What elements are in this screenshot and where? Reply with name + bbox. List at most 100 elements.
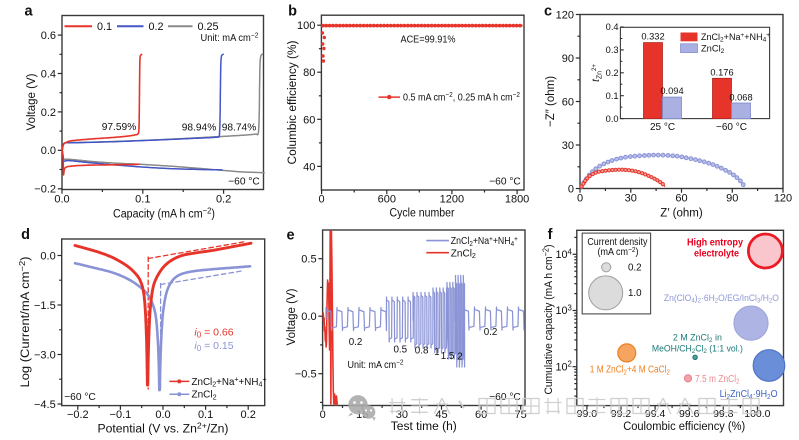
svg-text:0.2: 0.2 [349, 337, 363, 348]
svg-text:0: 0 [319, 194, 325, 206]
svg-text:ZnCl2+Na++NH4+: ZnCl2+Na++NH4+ [701, 32, 770, 44]
svg-text:−0.1: −0.1 [110, 409, 132, 421]
svg-text:0.4: 0.4 [41, 68, 56, 80]
svg-text:2 M ZnCl2 in: 2 M ZnCl2 in [673, 331, 722, 344]
svg-text:d: d [21, 227, 30, 243]
svg-text:−3.0: −3.0 [34, 349, 56, 361]
svg-text:97.59%: 97.59% [102, 122, 137, 133]
svg-text:0: 0 [577, 193, 583, 205]
svg-text:30: 30 [396, 409, 408, 421]
svg-text:0.0: 0.0 [606, 114, 619, 124]
svg-text:99.8: 99.8 [713, 408, 734, 420]
svg-text:60: 60 [303, 114, 315, 126]
svg-text:60: 60 [475, 409, 487, 421]
svg-text:30: 30 [625, 193, 637, 205]
svg-text:−0.2: −0.2 [67, 409, 89, 421]
svg-text:ZnCl2+Na++NH4+: ZnCl2+Na++NH4+ [451, 234, 518, 248]
svg-text:0.094: 0.094 [660, 86, 683, 96]
svg-text:i0 = 0.66: i0 = 0.66 [194, 327, 233, 340]
svg-text:ACE=99.91%: ACE=99.91% [401, 35, 456, 46]
svg-text:0.0: 0.0 [41, 145, 56, 157]
svg-text:−60 °C: −60 °C [64, 392, 96, 403]
svg-text:104: 104 [555, 247, 572, 261]
svg-text:Potential (V vs. Zn2+/Zn): Potential (V vs. Zn 2+/Zn) [98, 421, 229, 436]
svg-text:1.5: 1.5 [441, 351, 455, 362]
svg-text:MeOH/CH2Cl2 (1:1 vol.): MeOH/CH2Cl2 (1:1 vol.) [652, 343, 743, 356]
svg-text:2: 2 [457, 352, 462, 363]
svg-text:98.74%: 98.74% [222, 123, 257, 134]
svg-text:Unit: mA cm−2: Unit: mA cm−2 [348, 358, 404, 371]
svg-text:Voltage (V): Voltage (V) [26, 73, 38, 130]
svg-text:−0.5: −0.5 [295, 369, 317, 381]
svg-text:99.0: 99.0 [577, 408, 598, 420]
svg-text:60: 60 [675, 193, 687, 205]
svg-text:0.5 mA cm−2, 0.25 mA h cm−2: 0.5 mA cm−2, 0.25 mA h cm−2 [403, 90, 520, 103]
svg-text:45: 45 [435, 409, 447, 421]
svg-text:103: 103 [555, 304, 571, 318]
svg-text:ZnCl2: ZnCl2 [192, 390, 217, 402]
svg-text:30: 30 [562, 140, 574, 152]
svg-text:40: 40 [303, 161, 315, 173]
svg-text:0.0: 0.0 [54, 194, 69, 206]
svg-text:0.5: 0.5 [393, 345, 407, 356]
svg-text:Zn(ClO4)2·6H2O/EG/InCl3/H2O: Zn(ClO4)2·6H2O/EG/InCl3/H2O [664, 292, 779, 305]
svg-text:Capacity (mA h cm−2): Capacity (mA h cm−2) [113, 206, 215, 221]
svg-text:Li2ZnCl4·9H2O: Li2ZnCl4·9H2O [720, 389, 778, 401]
svg-text:0.1: 0.1 [198, 409, 213, 421]
svg-text:1.0: 1.0 [628, 288, 642, 299]
svg-text:Test time (h): Test time (h) [391, 421, 457, 433]
svg-text:Coulombic efficiency (%): Coulombic efficiency (%) [623, 421, 745, 433]
svg-text:−4.5: −4.5 [34, 399, 56, 411]
svg-text:0.0: 0.0 [155, 409, 170, 421]
svg-text:102: 102 [555, 360, 571, 374]
svg-text:Cumulative capacity (mA h cm−2: Cumulative capacity (mA h cm−2) [541, 244, 555, 394]
svg-text:80: 80 [303, 67, 315, 79]
svg-text:Z′ (ohm): Z′ (ohm) [660, 208, 703, 220]
svg-text:0.1: 0.1 [97, 21, 112, 33]
svg-text:−0.2: −0.2 [34, 184, 56, 196]
svg-text:i0 = 0.15: i0 = 0.15 [194, 340, 233, 353]
svg-text:0.0: 0.0 [301, 311, 316, 323]
svg-text:60: 60 [562, 96, 574, 108]
svg-text:99.6: 99.6 [679, 408, 700, 420]
svg-text:120: 120 [556, 9, 574, 21]
svg-text:0.176: 0.176 [710, 68, 733, 78]
svg-text:tZn2+: tZn2+ [591, 64, 604, 82]
svg-text:c: c [544, 4, 552, 20]
svg-text:0: 0 [568, 183, 574, 195]
svg-text:0.2: 0.2 [41, 107, 56, 119]
svg-text:0.8: 0.8 [415, 346, 429, 357]
svg-text:electrolyte: electrolyte [694, 248, 739, 259]
svg-text:Voltage (V): Voltage (V) [286, 288, 298, 345]
svg-text:7.5 m ZnCl2: 7.5 m ZnCl2 [695, 374, 740, 386]
svg-text:Current density: Current density [587, 237, 647, 248]
svg-text:1800: 1800 [505, 194, 529, 206]
svg-text:−60 °C: −60 °C [716, 122, 747, 133]
svg-text:−60 °C: −60 °C [489, 177, 521, 188]
svg-text:0.332: 0.332 [641, 32, 664, 42]
svg-text:1200: 1200 [440, 194, 464, 206]
svg-text:−60 °C: −60 °C [228, 176, 260, 187]
svg-text:b: b [288, 4, 297, 20]
svg-text:0.0: 0.0 [40, 250, 55, 262]
svg-text:−1.5: −1.5 [34, 300, 56, 312]
svg-text:0.1: 0.1 [135, 194, 150, 206]
svg-text:Log (Current/mA cm−2): Log (Current/mA cm−2) [17, 256, 32, 387]
svg-text:0.2: 0.2 [241, 409, 256, 421]
svg-text:0.5: 0.5 [301, 254, 316, 266]
svg-text:f: f [548, 227, 553, 243]
svg-text:(mA cm−2): (mA cm−2) [598, 245, 639, 258]
svg-text:90: 90 [726, 193, 738, 205]
svg-text:0.25: 0.25 [198, 21, 219, 33]
svg-text:0.2: 0.2 [484, 327, 498, 338]
svg-text:ZnCl2+Na++NH4+: ZnCl2+Na++NH4+ [192, 375, 267, 389]
svg-text:0.3: 0.3 [606, 45, 619, 55]
svg-text:Cycle number: Cycle number [390, 208, 455, 220]
svg-text:ZnCl2: ZnCl2 [451, 248, 476, 260]
svg-text:High entropy: High entropy [687, 238, 743, 249]
svg-text:0.4: 0.4 [606, 22, 619, 32]
svg-text:ZnCl2: ZnCl2 [701, 43, 725, 55]
svg-text:e: e [286, 228, 294, 244]
svg-text:0: 0 [320, 409, 326, 421]
svg-text:a: a [24, 4, 33, 20]
